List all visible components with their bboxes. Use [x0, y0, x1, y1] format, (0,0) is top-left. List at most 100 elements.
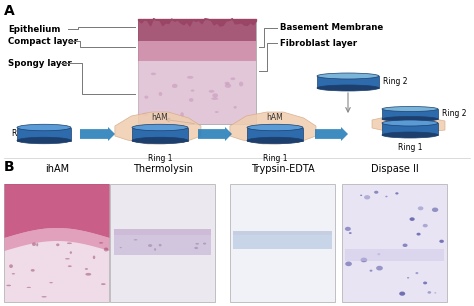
Ellipse shape	[158, 92, 162, 96]
Ellipse shape	[194, 247, 198, 249]
FancyBboxPatch shape	[115, 229, 211, 235]
Ellipse shape	[148, 244, 152, 247]
FancyBboxPatch shape	[317, 76, 379, 88]
Ellipse shape	[423, 224, 428, 227]
Ellipse shape	[159, 244, 162, 246]
Ellipse shape	[439, 240, 444, 243]
Polygon shape	[315, 127, 348, 141]
Ellipse shape	[101, 283, 106, 285]
Ellipse shape	[247, 124, 303, 131]
Ellipse shape	[215, 111, 219, 113]
Ellipse shape	[12, 273, 15, 274]
Ellipse shape	[234, 106, 237, 109]
Ellipse shape	[376, 266, 383, 271]
Text: hAM: hAM	[152, 113, 168, 121]
Ellipse shape	[395, 192, 399, 195]
Text: Ring 1: Ring 1	[12, 129, 36, 139]
Polygon shape	[138, 61, 256, 124]
FancyBboxPatch shape	[110, 184, 216, 302]
Ellipse shape	[56, 243, 60, 246]
Ellipse shape	[364, 195, 370, 200]
Ellipse shape	[172, 84, 178, 88]
Ellipse shape	[382, 106, 438, 111]
Ellipse shape	[120, 247, 122, 248]
Ellipse shape	[407, 277, 409, 278]
Ellipse shape	[382, 132, 438, 138]
Ellipse shape	[180, 112, 184, 117]
FancyBboxPatch shape	[346, 249, 445, 261]
Ellipse shape	[423, 282, 427, 284]
Ellipse shape	[225, 82, 230, 84]
Polygon shape	[80, 127, 115, 141]
Text: Ring 1: Ring 1	[148, 154, 172, 163]
Ellipse shape	[187, 76, 193, 79]
Polygon shape	[198, 127, 232, 141]
Ellipse shape	[247, 137, 303, 144]
Ellipse shape	[428, 291, 431, 294]
Ellipse shape	[154, 248, 156, 251]
Ellipse shape	[144, 95, 148, 99]
Ellipse shape	[134, 239, 137, 241]
Ellipse shape	[67, 242, 72, 244]
Ellipse shape	[27, 287, 31, 288]
Text: Ring 1: Ring 1	[398, 143, 422, 152]
Ellipse shape	[132, 124, 188, 131]
FancyBboxPatch shape	[382, 123, 438, 135]
FancyBboxPatch shape	[4, 184, 109, 302]
Ellipse shape	[99, 242, 103, 244]
Text: Trypsin-EDTA: Trypsin-EDTA	[251, 164, 315, 174]
FancyBboxPatch shape	[343, 184, 447, 302]
Text: Basement Membrane: Basement Membrane	[280, 24, 383, 32]
Ellipse shape	[361, 258, 367, 262]
Ellipse shape	[434, 292, 437, 294]
Ellipse shape	[142, 113, 149, 116]
Ellipse shape	[399, 292, 405, 296]
Text: Fibroblast layer: Fibroblast layer	[280, 39, 357, 47]
Text: Ring 2: Ring 2	[383, 77, 408, 87]
Ellipse shape	[85, 273, 91, 276]
Ellipse shape	[402, 244, 408, 247]
Ellipse shape	[432, 207, 438, 212]
Text: B: B	[4, 160, 15, 174]
FancyBboxPatch shape	[230, 184, 336, 302]
Text: Spongy layer: Spongy layer	[8, 58, 72, 68]
FancyBboxPatch shape	[234, 235, 332, 249]
FancyBboxPatch shape	[247, 128, 303, 140]
Ellipse shape	[230, 77, 236, 80]
Ellipse shape	[417, 233, 420, 236]
Ellipse shape	[345, 262, 352, 266]
Ellipse shape	[360, 195, 362, 196]
Ellipse shape	[151, 73, 156, 75]
Ellipse shape	[9, 264, 13, 268]
Ellipse shape	[17, 124, 71, 131]
FancyBboxPatch shape	[17, 128, 71, 140]
Ellipse shape	[382, 120, 438, 126]
FancyBboxPatch shape	[382, 109, 438, 119]
Ellipse shape	[212, 93, 218, 98]
Ellipse shape	[203, 243, 206, 244]
Ellipse shape	[239, 82, 243, 87]
Polygon shape	[230, 112, 316, 144]
Ellipse shape	[418, 206, 423, 210]
Polygon shape	[138, 19, 256, 41]
Ellipse shape	[93, 256, 95, 259]
Ellipse shape	[49, 282, 53, 283]
Ellipse shape	[189, 98, 193, 102]
Text: Ring 2: Ring 2	[442, 110, 466, 118]
Polygon shape	[372, 116, 445, 133]
Ellipse shape	[104, 248, 108, 252]
FancyBboxPatch shape	[132, 128, 188, 140]
Ellipse shape	[41, 296, 47, 297]
Polygon shape	[115, 112, 201, 144]
Text: Compact layer: Compact layer	[8, 36, 78, 46]
Text: Dispase II: Dispase II	[371, 164, 419, 174]
Ellipse shape	[211, 97, 219, 100]
Polygon shape	[138, 41, 256, 61]
Ellipse shape	[85, 268, 88, 270]
Ellipse shape	[65, 258, 70, 259]
FancyBboxPatch shape	[138, 19, 256, 124]
Ellipse shape	[370, 270, 373, 272]
Ellipse shape	[6, 285, 11, 286]
Ellipse shape	[32, 242, 36, 246]
FancyBboxPatch shape	[115, 235, 211, 255]
